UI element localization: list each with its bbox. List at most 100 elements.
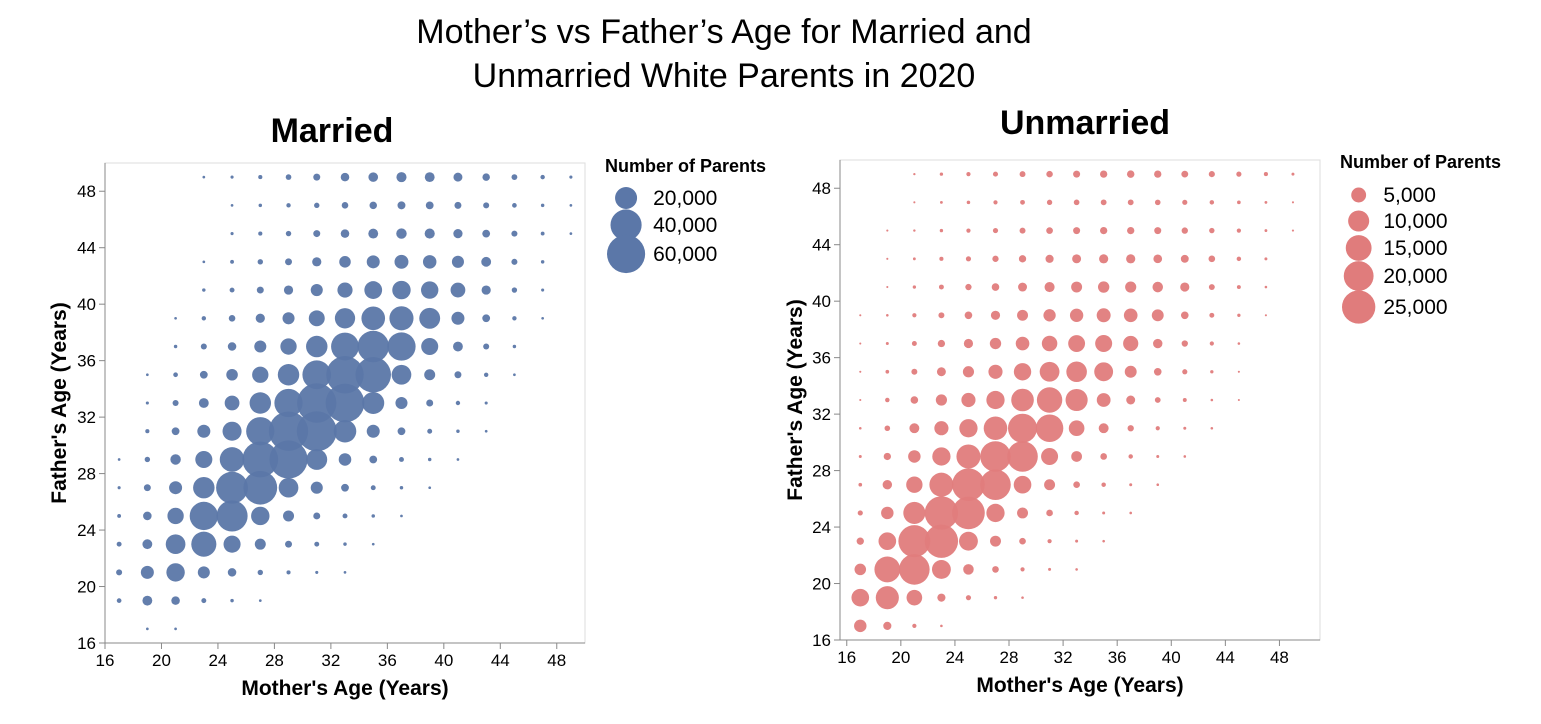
data-point (1013, 475, 1032, 494)
data-point (859, 398, 862, 402)
data-point (483, 202, 490, 209)
data-point (397, 427, 406, 436)
data-point (362, 391, 385, 415)
y-tick-label: 44 (812, 236, 831, 255)
data-point (197, 566, 210, 579)
data-point (882, 479, 893, 490)
data-point (310, 284, 323, 297)
data-point (1041, 447, 1059, 465)
data-point (482, 229, 491, 238)
legend-symbol (606, 234, 646, 274)
data-point (511, 258, 518, 265)
data-point (988, 364, 1003, 379)
data-point (370, 485, 376, 491)
data-point (254, 340, 267, 353)
data-point (912, 257, 916, 261)
y-tick-label: 20 (77, 578, 96, 597)
data-point (483, 343, 490, 350)
data-point (278, 477, 299, 498)
data-point (334, 308, 356, 329)
data-point (1100, 199, 1107, 206)
data-point (938, 312, 945, 319)
data-point (511, 287, 518, 293)
data-point (145, 429, 150, 434)
data-point (369, 201, 377, 210)
data-point (326, 356, 364, 394)
data-point (1021, 596, 1024, 599)
data-point (484, 429, 488, 433)
data-point (1154, 227, 1162, 235)
data-point (1210, 370, 1214, 374)
data-point (419, 307, 441, 329)
data-point (1046, 509, 1053, 517)
data-point (859, 342, 862, 345)
data-point (1263, 172, 1268, 177)
data-point (989, 337, 1002, 350)
y-tick-label: 24 (77, 521, 96, 540)
data-point (170, 454, 181, 465)
panel-title-unmarried: Unmarried (1000, 104, 1170, 142)
data-point (913, 201, 916, 204)
data-point (371, 542, 375, 546)
data-point (935, 394, 947, 406)
data-point (226, 368, 238, 381)
x-tick-label: 32 (1054, 648, 1073, 667)
data-point (116, 541, 122, 547)
data-point (937, 339, 946, 348)
chart-unmarried: Unmarried 16 20 24 28 32 36 40 44 48 16 20 24 28 32 36 4… (784, 104, 1501, 697)
data-point (962, 366, 975, 378)
x-axis-title: Mother's Age (Years) (241, 677, 448, 700)
data-point (1096, 393, 1111, 407)
data-point (285, 540, 293, 548)
data-point (450, 282, 466, 298)
y-tick-label: 32 (812, 405, 831, 424)
legend-label: 25,000 (1383, 296, 1447, 319)
data-point (1209, 312, 1215, 318)
data-point (1264, 200, 1268, 204)
data-point (1018, 282, 1028, 292)
data-point (306, 449, 328, 470)
data-point (1180, 254, 1189, 263)
y-tick-label: 48 (77, 182, 96, 201)
data-point (1183, 426, 1187, 430)
data-point (427, 457, 432, 462)
data-point (959, 531, 978, 551)
data-point (1065, 388, 1088, 412)
data-point (146, 627, 149, 631)
data-point (512, 316, 517, 321)
data-point (339, 256, 351, 268)
data-point (1237, 313, 1241, 317)
data-point (173, 372, 178, 378)
data-point (1124, 365, 1137, 378)
data-point (1046, 199, 1053, 206)
data-point (116, 569, 123, 576)
data-point (228, 314, 236, 322)
data-point (903, 501, 926, 525)
data-point (201, 598, 207, 604)
data-point (169, 481, 183, 495)
data-point (216, 471, 249, 504)
data-point (202, 288, 206, 292)
data-point (992, 566, 999, 573)
data-point (858, 426, 862, 430)
data-point (910, 396, 919, 404)
data-point (939, 228, 944, 233)
data-point (1128, 454, 1133, 459)
data-point (986, 503, 1005, 523)
data-point (854, 619, 867, 633)
y-tick-label: 16 (77, 634, 96, 653)
legend-label: 40,000 (653, 214, 717, 237)
data-point (230, 204, 234, 207)
data-point (481, 256, 492, 267)
data-point (1181, 170, 1189, 178)
data-point (859, 370, 862, 373)
data-point (451, 311, 465, 325)
data-point (189, 501, 218, 531)
data-point (258, 175, 263, 180)
data-point (1101, 482, 1106, 487)
data-point (912, 285, 917, 289)
data-point (257, 569, 263, 576)
data-point (314, 202, 320, 209)
data-point (255, 313, 265, 323)
data-point (1068, 335, 1086, 352)
